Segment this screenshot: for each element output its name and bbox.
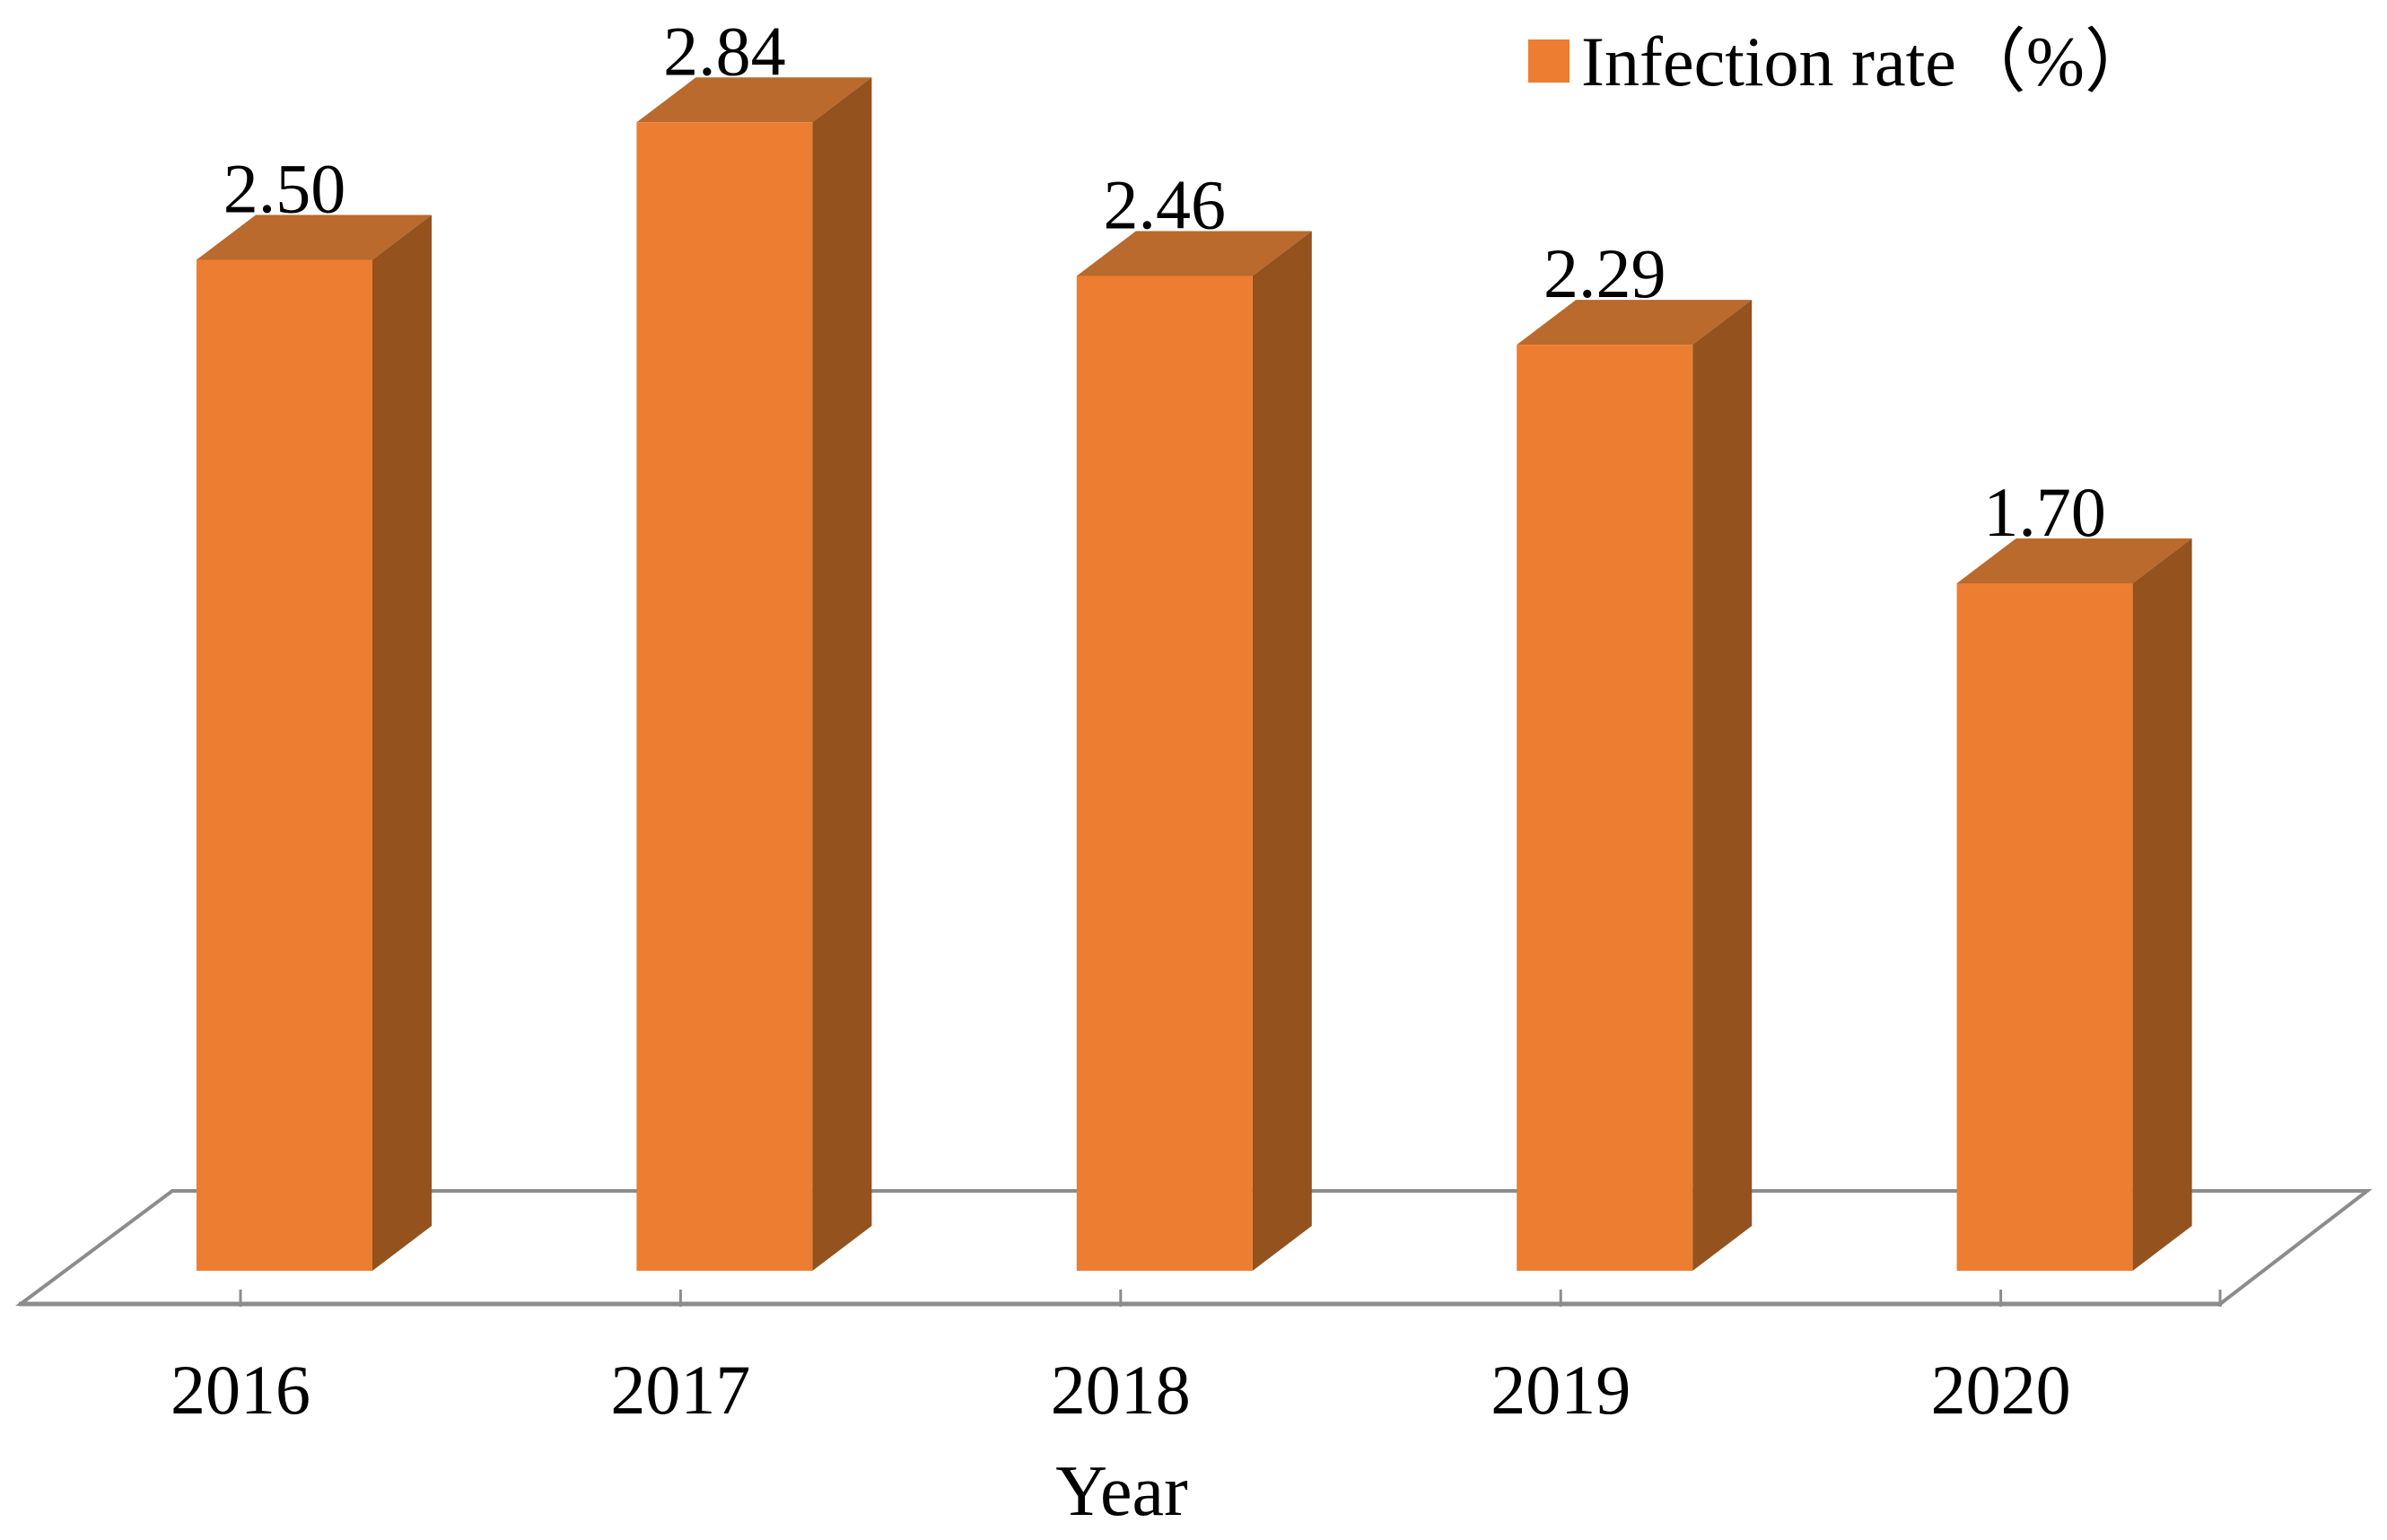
bar-top-face <box>1517 300 1753 346</box>
bar-side-face <box>812 77 872 1271</box>
x-axis-tick-label: 2017 <box>610 1351 750 1429</box>
bar-front-face <box>1076 276 1253 1272</box>
x-axis-title: Year <box>1055 1452 1187 1531</box>
x-axis-tick-label: 2020 <box>1931 1351 2071 1429</box>
data-label: 2.50 <box>223 150 346 228</box>
bar-side-face <box>1692 300 1753 1272</box>
x-axis-tick-label: 2016 <box>170 1351 310 1429</box>
bar-front-face <box>1517 345 1693 1272</box>
data-label: 2.46 <box>1104 166 1227 244</box>
bar-2020 <box>1956 538 2192 1271</box>
bar-2017 <box>636 77 872 1271</box>
bar-top-face <box>197 214 432 260</box>
bar-2016 <box>197 214 432 1271</box>
legend: Infection rate（%） <box>1528 22 2155 101</box>
bar-side-face <box>1252 231 1312 1272</box>
bar-2018 <box>1076 231 1312 1272</box>
data-labels: 2.50 2.84 2.46 2.29 1.70 <box>223 12 2106 551</box>
x-axis-tick-labels: 2016 2017 2018 2019 2020 <box>170 1351 2071 1429</box>
x-axis-tick-label: 2018 <box>1051 1351 1191 1429</box>
bar-side-face <box>372 214 432 1271</box>
x-axis-tick-label: 2019 <box>1491 1351 1631 1429</box>
bar-top-face <box>636 77 872 123</box>
bar-top-face <box>1956 538 2192 583</box>
data-label: 2.29 <box>1543 234 1666 312</box>
bar-side-face <box>2132 538 2192 1271</box>
x-axis-ticks <box>239 1290 2003 1307</box>
data-label: 2.84 <box>663 12 786 90</box>
bar-front-face <box>197 259 372 1271</box>
legend-swatch <box>1528 39 1569 83</box>
bars-group <box>197 77 2192 1272</box>
bar-front-face <box>636 122 813 1271</box>
legend-label: Infection rate（%） <box>1581 22 2155 101</box>
bar-front-face <box>1956 582 2133 1271</box>
data-label: 1.70 <box>1983 473 2106 551</box>
bar-2019 <box>1517 300 1753 1272</box>
bar-top-face <box>1076 231 1312 276</box>
